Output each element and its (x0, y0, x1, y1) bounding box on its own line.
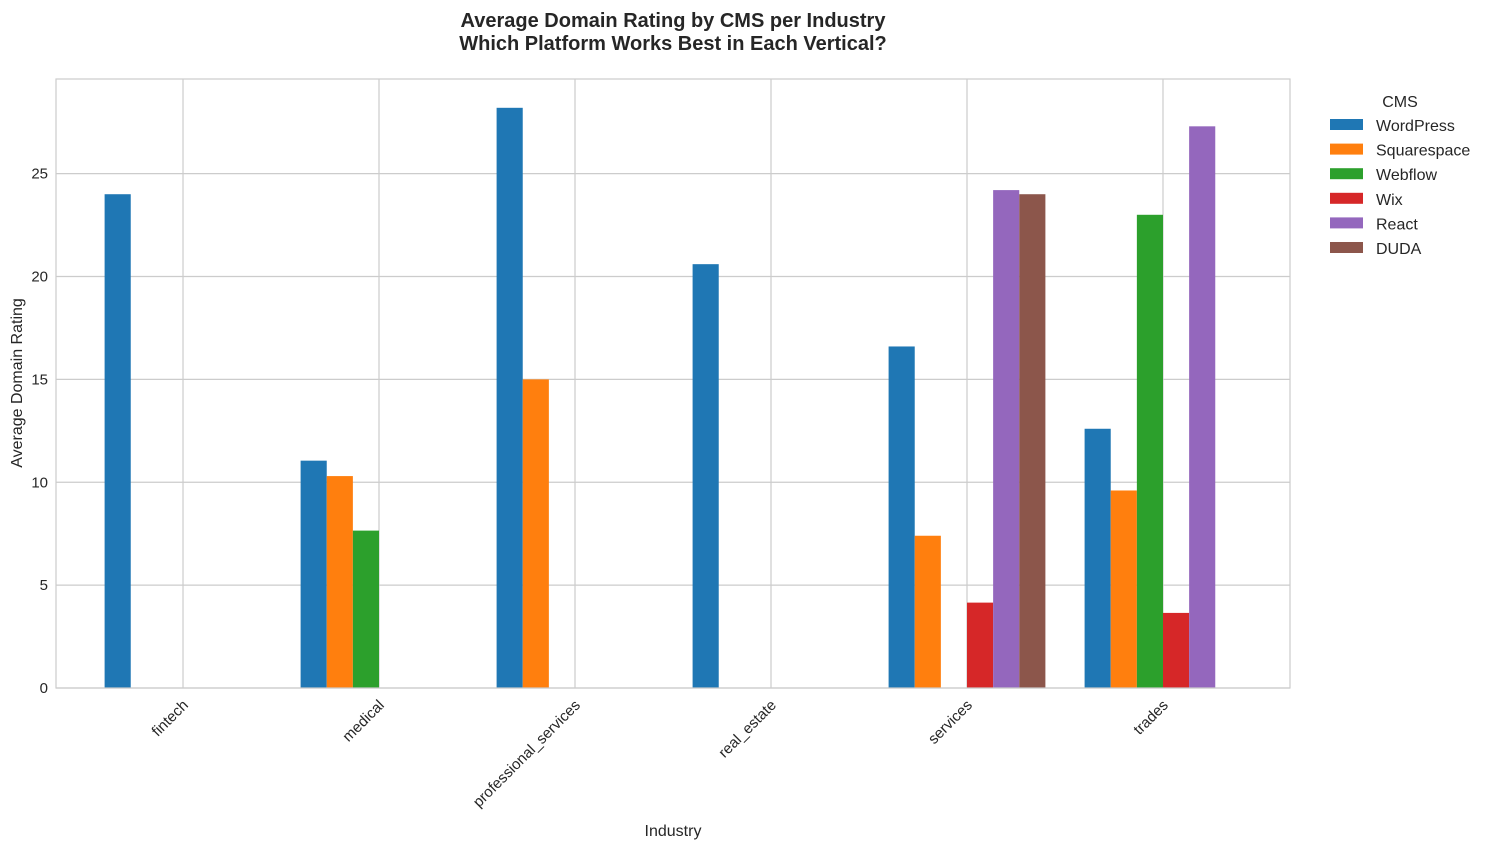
bar-duda-services (1019, 194, 1046, 688)
bar-wordpress-professional_services (496, 107, 523, 688)
bar-react-trades (1189, 126, 1216, 689)
bar-react-services (993, 190, 1020, 688)
chart-subtitle: Which Platform Works Best in Each Vertic… (459, 33, 887, 55)
plot-frame (55, 78, 1291, 689)
x-tick-labels: fintech medical professional_services real_… (149, 697, 1172, 811)
legend-swatch (1330, 119, 1363, 130)
y-tick-label: 0 (40, 680, 48, 697)
bars (104, 107, 1216, 689)
bar-wordpress-trades (1084, 428, 1111, 688)
legend-label: React (1376, 216, 1418, 233)
x-tick-label: trades (1130, 697, 1172, 739)
legend-label: Squarespace (1376, 143, 1470, 160)
y-tick-label: 25 (31, 166, 48, 183)
legend-swatch (1330, 217, 1363, 229)
legend-label: Webflow (1376, 167, 1438, 184)
y-axis-label: Average Domain Rating (9, 298, 26, 468)
legend-label: WordPress (1376, 118, 1455, 135)
x-tick-label: professional_services (470, 697, 584, 811)
grid (56, 79, 1290, 689)
x-tick-label: services (925, 697, 976, 748)
bar-squarespace-medical (326, 476, 353, 688)
x-axis-label: Industry (645, 823, 702, 840)
bar-webflow-trades (1136, 214, 1163, 689)
legend-title: CMS (1382, 94, 1418, 111)
bar-wordpress-real_estate (692, 264, 719, 688)
bar-wix-services (966, 602, 994, 688)
bar-wordpress-medical (300, 460, 327, 688)
legend: CMS WordPress Squarespace Webflow Wix React D… (1330, 94, 1470, 258)
y-tick-label: 5 (40, 577, 48, 594)
legend-swatch (1330, 242, 1363, 253)
bar-squarespace-services (914, 535, 941, 688)
x-tick-label: fintech (149, 697, 192, 740)
bar-wix-trades (1162, 612, 1190, 688)
legend-label: Wix (1376, 192, 1403, 209)
y-tick-label: 10 (31, 474, 48, 491)
legend-swatch (1330, 143, 1363, 155)
y-tick-labels: 0 5 10 15 20 25 (31, 166, 48, 697)
chart-title: Average Domain Rating by CMS per Industr… (461, 10, 887, 32)
legend-label: DUDA (1376, 241, 1422, 258)
bar-squarespace-professional_services (522, 379, 549, 688)
y-tick-label: 20 (31, 269, 48, 286)
x-tick-label: medical (339, 697, 388, 746)
legend-swatch (1330, 168, 1363, 180)
bar-squarespace-trades (1110, 490, 1137, 688)
bar-wordpress-fintech (104, 194, 131, 688)
bar-webflow-medical (352, 530, 380, 688)
x-tick-label: real_estate (715, 697, 780, 762)
legend-swatch (1330, 192, 1363, 204)
bar-wordpress-services (888, 346, 915, 688)
y-tick-label: 15 (31, 371, 48, 388)
